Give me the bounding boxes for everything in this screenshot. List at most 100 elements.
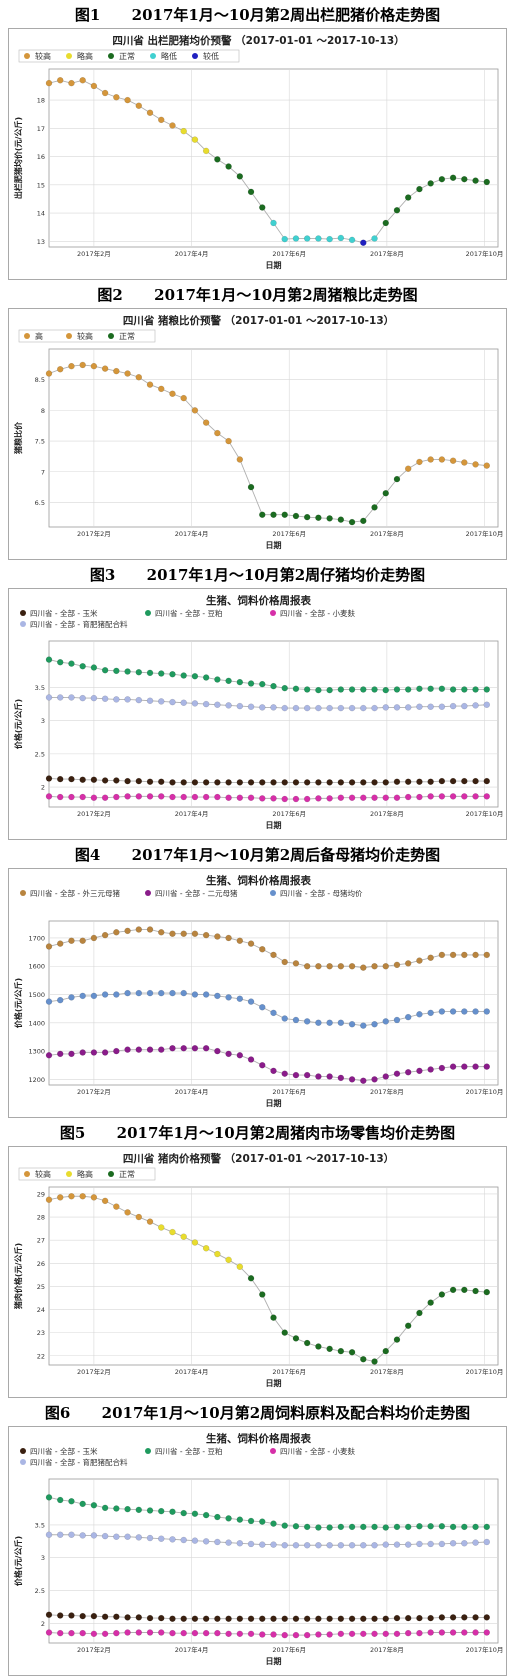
series-point — [461, 777, 468, 785]
y-tick-label: 1500 — [28, 991, 45, 999]
series-point — [281, 704, 288, 712]
series-point — [281, 795, 288, 803]
series-point — [101, 1504, 109, 1512]
y-tick-label: 29 — [37, 1190, 45, 1198]
data-point — [382, 1347, 389, 1355]
series-point — [158, 1629, 165, 1636]
data-point — [214, 156, 221, 163]
legend-label: 四川省 - 全部 - 育肥猪配合料 — [30, 1457, 128, 1467]
series-point — [371, 1542, 378, 1549]
series-point — [315, 795, 322, 802]
series-point — [326, 686, 333, 694]
series-point — [348, 686, 356, 693]
x-tick-label: 2017年10月 — [466, 529, 504, 538]
series-point — [202, 1045, 210, 1052]
series-point — [270, 1009, 277, 1017]
series-point — [472, 1614, 479, 1621]
series-point — [438, 1008, 446, 1015]
data-point — [191, 1239, 199, 1246]
data-point — [57, 77, 64, 84]
y-tick-label: 1300 — [28, 1048, 45, 1056]
series-point — [326, 1542, 333, 1549]
data-point — [158, 116, 165, 124]
data-point — [281, 511, 288, 518]
series-point — [236, 995, 244, 1002]
series-point — [405, 1629, 412, 1637]
x-tick-label: 2017年8月 — [370, 249, 404, 258]
x-tick-label: 2017年4月 — [175, 1645, 209, 1654]
series-point — [135, 777, 143, 785]
series-point — [236, 937, 244, 944]
data-point — [360, 1356, 367, 1363]
series-line — [49, 1534, 487, 1546]
legend-label: 四川省 - 全部 - 玉米 — [30, 1446, 98, 1456]
series-point — [79, 1629, 86, 1637]
legend-marker — [20, 610, 26, 616]
data-point — [393, 475, 401, 483]
data-line — [48, 1195, 487, 1363]
series-point — [90, 794, 98, 801]
series-point — [393, 1070, 401, 1077]
series-point — [259, 1615, 266, 1622]
data-point — [180, 394, 187, 402]
series-point — [292, 1523, 300, 1530]
series-point — [101, 991, 109, 998]
series-point — [483, 793, 490, 800]
series-point — [202, 1511, 210, 1519]
series-point — [101, 777, 109, 784]
series-point — [281, 958, 288, 966]
series-point — [124, 927, 131, 935]
y-tick-label: 18 — [37, 97, 45, 105]
y-tick-label: 1600 — [28, 963, 45, 971]
series-point — [57, 775, 64, 783]
series-point — [169, 779, 176, 786]
figure-caption-6: 图6 2017年1月～10月第2周饲料原料及配合料均价走势图 — [44, 1404, 471, 1422]
x-tick-label: 2017年4月 — [175, 809, 209, 818]
data-point — [371, 235, 378, 242]
series-point — [113, 991, 120, 998]
y-tick-label: 25 — [37, 1283, 45, 1291]
x-tick-label: 2017年8月 — [370, 1367, 404, 1376]
y-tick-label: 2.5 — [35, 1587, 45, 1595]
chart-panel-3: 生猪、饲料价格周报表 四川省 - 全部 - 玉米 四川省 - 全部 - 豆粕 四川省 … — [8, 588, 507, 840]
series-point — [483, 1614, 490, 1621]
series-point — [247, 1540, 255, 1548]
legend-marker — [145, 1448, 151, 1454]
series-point — [472, 1008, 479, 1015]
x-axis-label: 日期 — [266, 820, 282, 830]
series-point — [191, 779, 199, 786]
legend-label: 略低 — [161, 51, 177, 61]
y-tick-label: 3 — [41, 717, 45, 725]
series-point — [259, 1631, 266, 1638]
series-point — [225, 934, 232, 942]
data-point — [124, 370, 131, 377]
series-point — [124, 1614, 131, 1621]
series-point — [303, 1631, 311, 1639]
x-tick-label: 2017年10月 — [466, 809, 504, 818]
series-point — [214, 793, 221, 801]
x-tick-label: 2017年10月 — [466, 249, 504, 258]
legend-label: 四川省 - 全部 - 外三元母猪 — [30, 888, 120, 898]
series-point — [382, 1073, 389, 1080]
data-point — [45, 1196, 53, 1203]
series-point — [57, 1496, 64, 1504]
series-point — [292, 685, 300, 693]
data-point — [236, 1263, 244, 1270]
series-point — [438, 793, 446, 800]
series-point — [315, 1542, 322, 1549]
series-point — [360, 1615, 367, 1622]
legend-label: 四川省 - 全部 - 育肥猪配合料 — [30, 619, 128, 629]
series-point — [90, 992, 98, 1000]
x-tick-label: 2017年4月 — [175, 529, 209, 538]
series-point — [236, 1540, 244, 1547]
series-point — [337, 1630, 345, 1638]
y-tick-label: 3.5 — [35, 1521, 45, 1529]
series-point — [191, 700, 199, 707]
series-point — [247, 1056, 255, 1063]
series-point — [202, 674, 210, 681]
series-point — [45, 1629, 53, 1636]
data-point — [124, 96, 131, 104]
y-tick-label: 2 — [41, 1620, 45, 1628]
series-point — [348, 1615, 356, 1622]
series-point — [180, 1629, 187, 1637]
